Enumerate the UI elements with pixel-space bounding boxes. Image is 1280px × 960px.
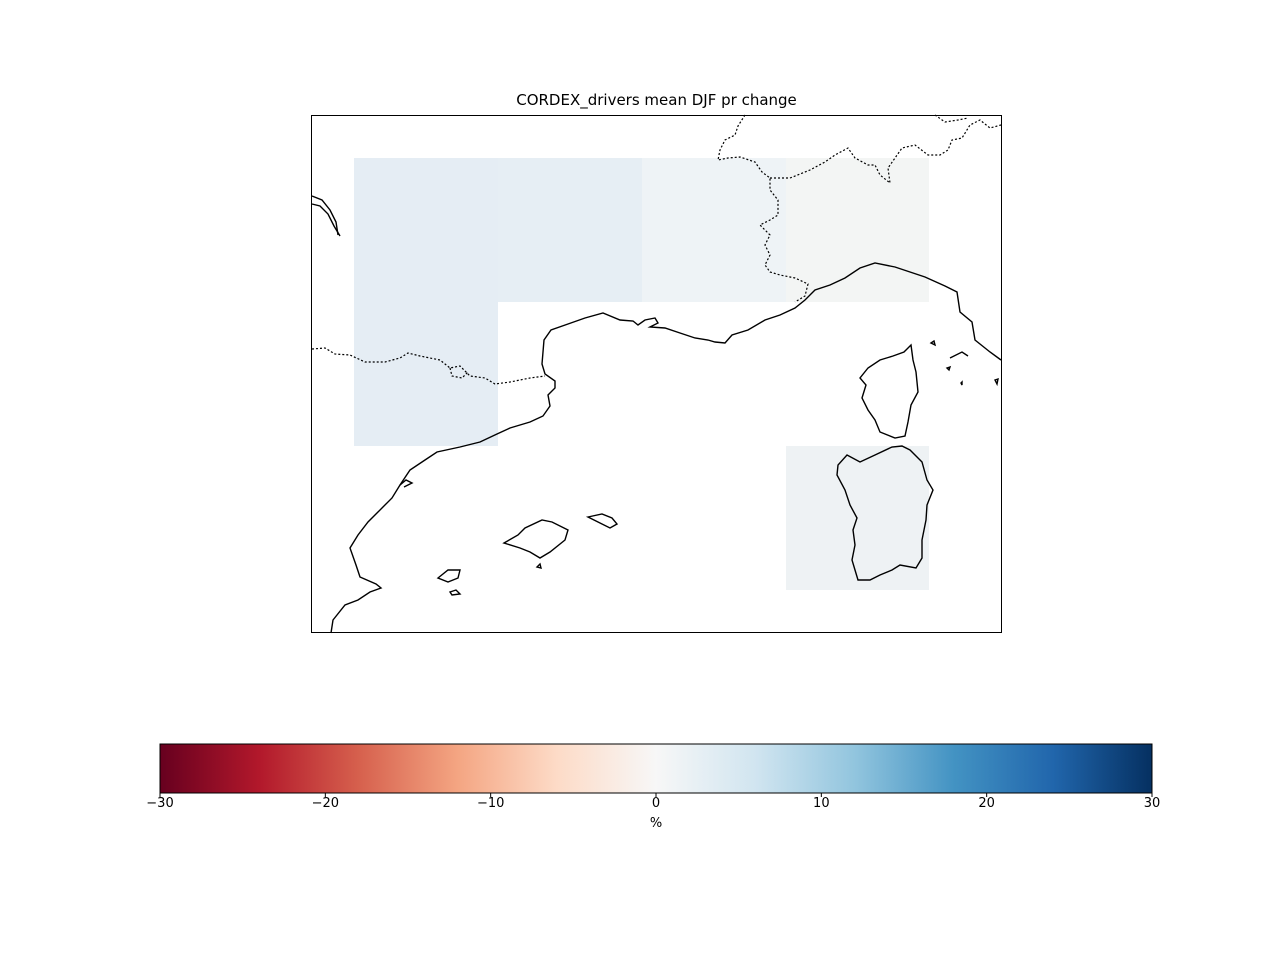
coastline-gironde [311, 195, 339, 236]
grid-cell-alps-west [786, 158, 929, 302]
colorbar-tick-label: 0 [651, 796, 661, 811]
coastline-ibiza [436, 569, 461, 583]
coastline-tuscany-bay [949, 351, 969, 359]
colorbar-ticks [159, 793, 1153, 797]
grid-cell-iberia-north-east [498, 158, 642, 302]
coastline-gironde-inner [311, 203, 341, 237]
coastline-menorca [585, 513, 619, 529]
coastline-capraia [945, 365, 952, 372]
coastline-mallorca [502, 519, 569, 559]
coastline-sardinia [836, 445, 934, 581]
border-france-italy-switzerland [717, 114, 809, 303]
borders [311, 114, 1002, 385]
colorbar-tick-label: −10 [476, 796, 505, 811]
border-france-spain [311, 347, 546, 385]
coastline-corsica [859, 343, 919, 439]
border-switzerland-north [770, 119, 1002, 185]
grid-cell-france-central [642, 158, 786, 302]
coastline-islet [994, 377, 999, 387]
coastline-ebro-delta [399, 479, 414, 488]
colorbar-tick-label: 30 [1143, 796, 1161, 811]
colorbar-gradient [159, 743, 1153, 794]
colorbar-tick-label: −20 [311, 796, 340, 811]
map-title: CORDEX_drivers mean DJF pr change [516, 91, 797, 109]
border-andorra [449, 367, 469, 379]
colorbar-tick-label: −30 [146, 796, 174, 811]
colorbar-unit-label: % [649, 816, 663, 831]
coastline-cabrera [535, 562, 542, 569]
grid-cell-iberia-north-west [354, 158, 498, 302]
colorbar-tick-label: 10 [813, 796, 830, 811]
coastline-mainland [330, 262, 1002, 634]
grid-cells [354, 158, 929, 590]
coastline-islet-2 [960, 380, 963, 386]
colorbar-tick-label: 20 [978, 796, 995, 811]
coastline-elba [929, 339, 937, 347]
grid-cell-iberia-west [354, 302, 498, 446]
coastline-formentera [448, 589, 462, 596]
map-frame [311, 115, 1002, 633]
coastlines [311, 195, 1002, 634]
